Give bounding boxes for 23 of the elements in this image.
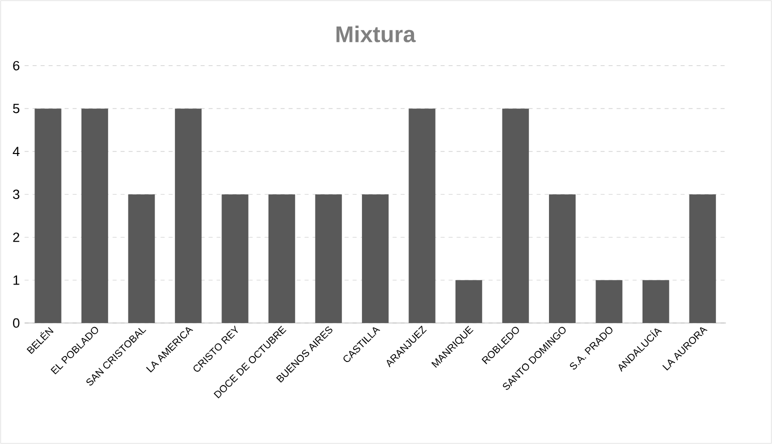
bar <box>408 108 436 323</box>
y-tick-label: 0 <box>13 318 20 328</box>
bar <box>174 108 202 323</box>
bar <box>455 280 482 323</box>
bar <box>548 194 576 323</box>
bar <box>222 194 248 323</box>
bar <box>34 108 62 323</box>
y-tick-label: 1 <box>14 276 20 285</box>
bar <box>689 194 716 323</box>
bar <box>315 194 342 323</box>
bar <box>81 108 108 323</box>
bar <box>128 194 155 323</box>
y-tick-label: 4 <box>12 146 20 156</box>
chart-title: Mixtura <box>336 26 416 42</box>
y-tick-label: 6 <box>13 60 20 70</box>
y-tick-label: 3 <box>13 190 20 200</box>
y-tick-label: 5 <box>13 104 20 114</box>
bar <box>362 194 389 323</box>
bar <box>642 280 670 323</box>
bar <box>596 280 622 323</box>
bar <box>502 108 529 323</box>
y-tick-label: 2 <box>13 232 20 242</box>
bar <box>268 194 296 323</box>
